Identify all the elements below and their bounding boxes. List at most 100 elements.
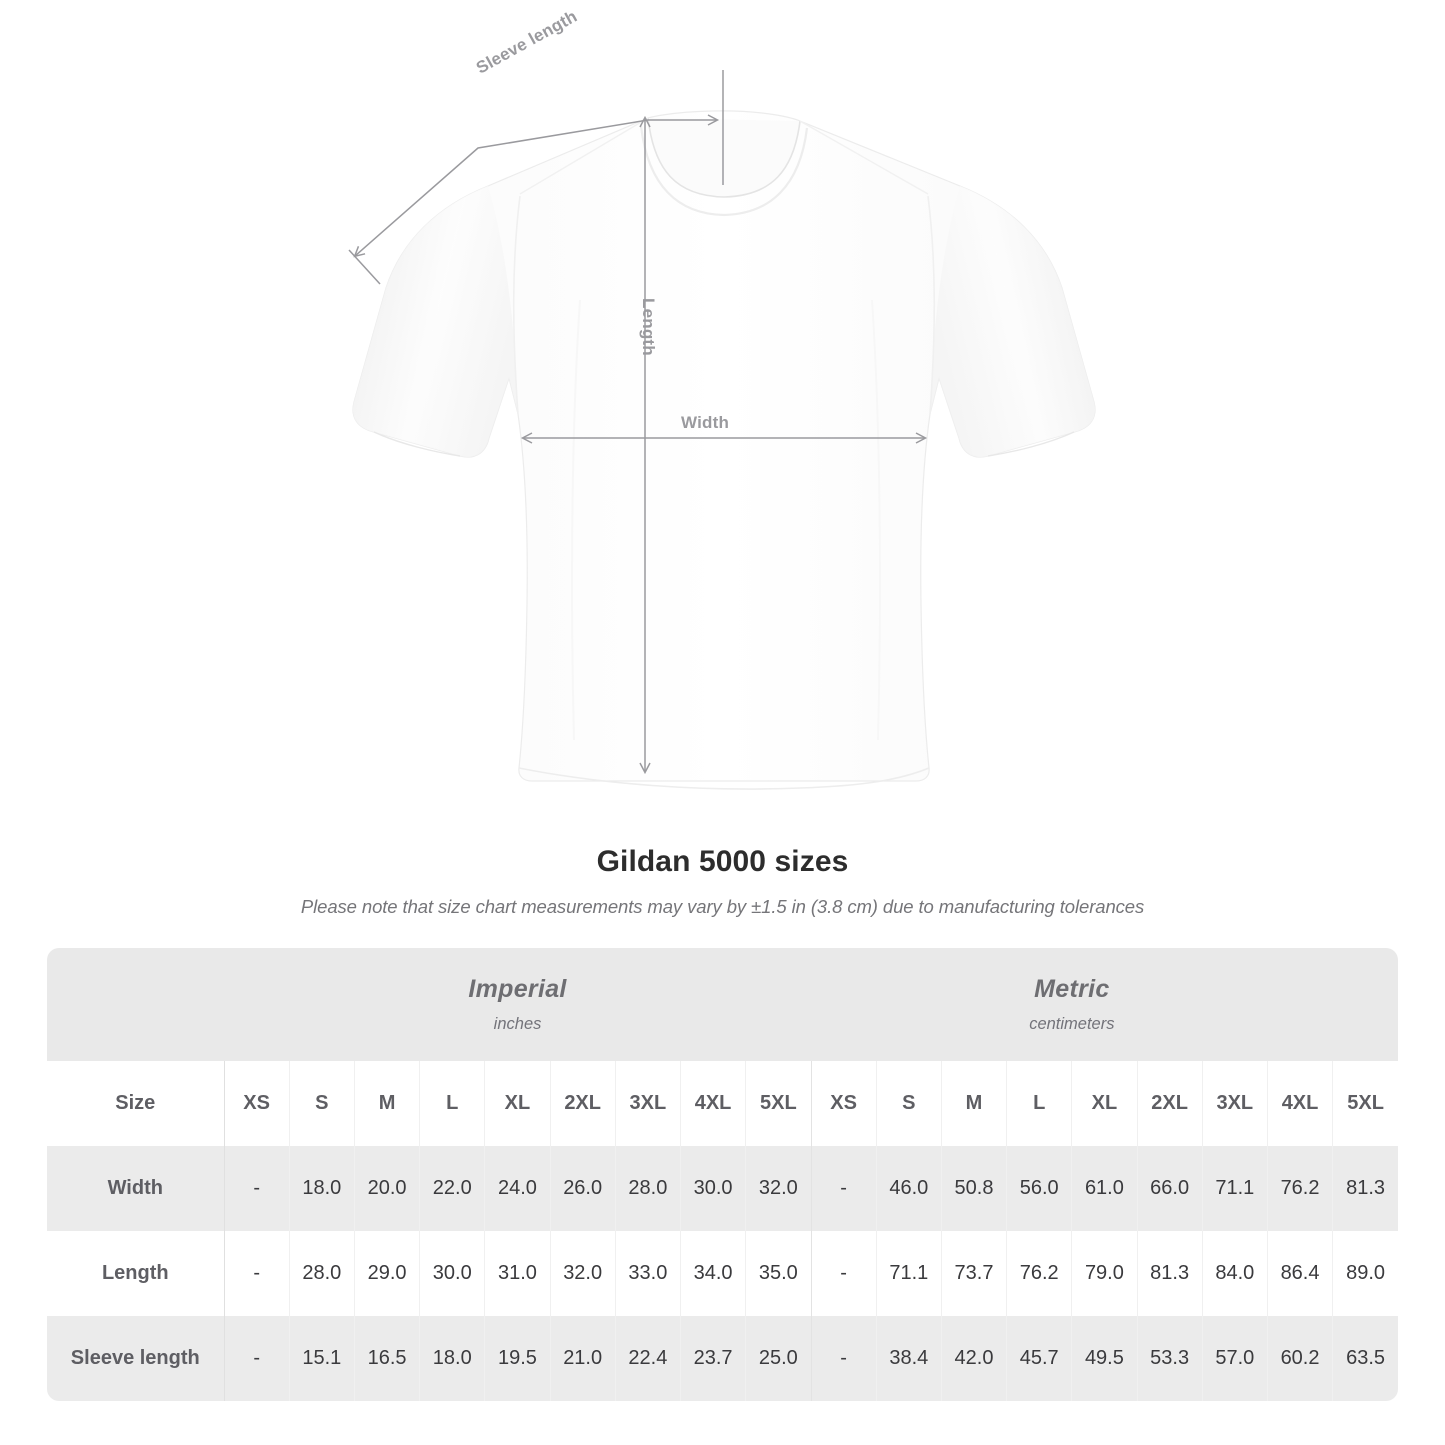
size-header-imp-4: XL [484,1061,551,1146]
sleeve-length-arrow [353,114,720,258]
cell-length-met-4: 79.0 [1071,1231,1138,1316]
cell-sleeve-imp-4: 19.5 [484,1316,551,1401]
size-header-imp-8: 5XL [745,1061,811,1146]
size-header-imp-0: XS [223,1061,290,1146]
cell-length-imp-4: 31.0 [484,1231,551,1316]
length-label: Length [639,298,658,356]
cell-width-imp-4: 24.0 [484,1146,551,1231]
size-row-label: Size [47,1061,225,1146]
table-row: Width - 18.0 20.0 22.0 24.0 26.0 28.0 30… [47,1146,1398,1231]
size-header-imp-1: S [288,1061,355,1146]
tolerance-note: Please note that size chart measurements… [300,896,1145,917]
cell-length-met-5: 81.3 [1136,1231,1203,1316]
cell-width-met-7: 76.2 [1266,1146,1333,1231]
shirt-shape [352,110,1096,790]
unit-header-end-spacer [1332,948,1398,1061]
cell-width-imp-0: - [223,1146,290,1231]
cell-length-met-7: 86.4 [1266,1231,1333,1316]
cell-length-imp-2: 29.0 [353,1231,420,1316]
row-label-sleeve-length: Sleeve length [47,1316,225,1401]
cell-length-met-2: 73.7 [940,1231,1007,1316]
cell-width-met-8: 81.3 [1332,1146,1398,1231]
cell-width-imp-3: 22.0 [419,1146,485,1231]
cell-sleeve-met-6: 57.0 [1201,1316,1268,1401]
cell-width-imp-6: 28.0 [614,1146,681,1231]
cell-length-imp-8: 35.0 [745,1231,811,1316]
table-row: Sleeve length - 15.1 16.5 18.0 19.5 21.0… [47,1316,1398,1401]
size-table: Imperial inches Metric centimeters Size … [47,948,1398,1401]
size-header-met-1: S [875,1061,942,1146]
cell-width-met-3: 56.0 [1006,1146,1072,1231]
cell-length-met-6: 84.0 [1201,1231,1268,1316]
cell-length-imp-0: - [223,1231,290,1316]
unit-header-spacer [47,948,225,1061]
unit-sub-metric: centimeters [1029,1015,1115,1033]
tshirt-illustration [348,70,1096,790]
size-table-container: Imperial inches Metric centimeters Size … [47,948,1398,1401]
cell-sleeve-imp-2: 16.5 [353,1316,420,1401]
cell-sleeve-met-1: 38.4 [875,1316,942,1401]
cell-sleeve-met-5: 53.3 [1136,1316,1203,1401]
size-header-met-2: M [940,1061,1007,1146]
size-header-imp-7: 4XL [679,1061,746,1146]
title-block: Gildan 5000 sizes Please note that size … [0,845,1445,918]
table-row: Length - 28.0 29.0 30.0 31.0 32.0 33.0 3… [47,1231,1398,1316]
cell-sleeve-imp-6: 22.4 [614,1316,681,1401]
unit-name-metric: Metric [1034,975,1110,1003]
size-header-imp-2: M [353,1061,420,1146]
cell-width-met-4: 61.0 [1071,1146,1138,1231]
sleeve-hem-tick [348,249,381,285]
unit-name-imperial: Imperial [468,975,567,1003]
size-header-imp-5: 2XL [549,1061,616,1146]
size-header-met-7: 4XL [1266,1061,1333,1146]
row-label-width: Width [47,1146,225,1231]
measurement-lines [348,70,928,775]
cell-length-imp-7: 34.0 [679,1231,746,1316]
size-header-met-0: XS [810,1061,877,1146]
size-header-imp-3: L [419,1061,485,1146]
size-header-imp-6: 3XL [614,1061,681,1146]
cell-width-met-6: 71.1 [1201,1146,1268,1231]
cell-sleeve-imp-5: 21.0 [549,1316,616,1401]
cell-sleeve-imp-1: 15.1 [288,1316,355,1401]
tshirt-measurement-diagram: Sleeve length Length Width [348,6,1096,790]
cell-length-met-3: 76.2 [1006,1231,1072,1316]
cell-length-met-1: 71.1 [875,1231,942,1316]
unit-header-imperial: Imperial inches [224,948,811,1061]
size-header-met-6: 3XL [1201,1061,1268,1146]
cell-width-met-0: - [810,1146,877,1231]
size-header-met-4: XL [1071,1061,1138,1146]
unit-header-metric: Metric centimeters [811,948,1333,1061]
cell-width-imp-5: 26.0 [549,1146,616,1231]
cell-width-imp-2: 20.0 [353,1146,420,1231]
page-title: Gildan 5000 sizes [596,845,849,878]
cell-length-imp-6: 33.0 [614,1231,681,1316]
cell-sleeve-met-7: 60.2 [1266,1316,1333,1401]
unit-sub-imperial: inches [493,1015,542,1033]
cell-sleeve-met-0: - [810,1316,877,1401]
cell-width-met-5: 66.0 [1136,1146,1203,1231]
cell-sleeve-met-8: 63.5 [1332,1316,1398,1401]
size-header-met-8: 5XL [1332,1061,1398,1146]
width-label: Width [681,413,730,432]
cell-length-imp-5: 32.0 [549,1231,616,1316]
size-header-met-5: 2XL [1136,1061,1203,1146]
cell-width-met-1: 46.0 [875,1146,942,1231]
cell-sleeve-imp-3: 18.0 [419,1316,485,1401]
cell-sleeve-imp-7: 23.7 [679,1316,746,1401]
unit-header-row: Imperial inches Metric centimeters [47,948,1398,1061]
cell-width-imp-1: 18.0 [288,1146,355,1231]
cell-sleeve-met-3: 45.7 [1006,1316,1072,1401]
cell-length-met-0: - [810,1231,877,1316]
cell-sleeve-imp-8: 25.0 [745,1316,811,1401]
cell-length-imp-1: 28.0 [288,1231,355,1316]
cell-sleeve-met-4: 49.5 [1071,1316,1138,1401]
row-label-length: Length [47,1231,225,1316]
cell-length-imp-3: 30.0 [419,1231,485,1316]
cell-sleeve-imp-0: - [223,1316,290,1401]
cell-length-met-8: 89.0 [1332,1231,1398,1316]
size-header-met-3: L [1006,1061,1072,1146]
size-header-row: Size XS S M L XL 2XL 3XL 4XL 5XL XS S M … [47,1061,1398,1146]
cell-width-met-2: 50.8 [940,1146,1007,1231]
